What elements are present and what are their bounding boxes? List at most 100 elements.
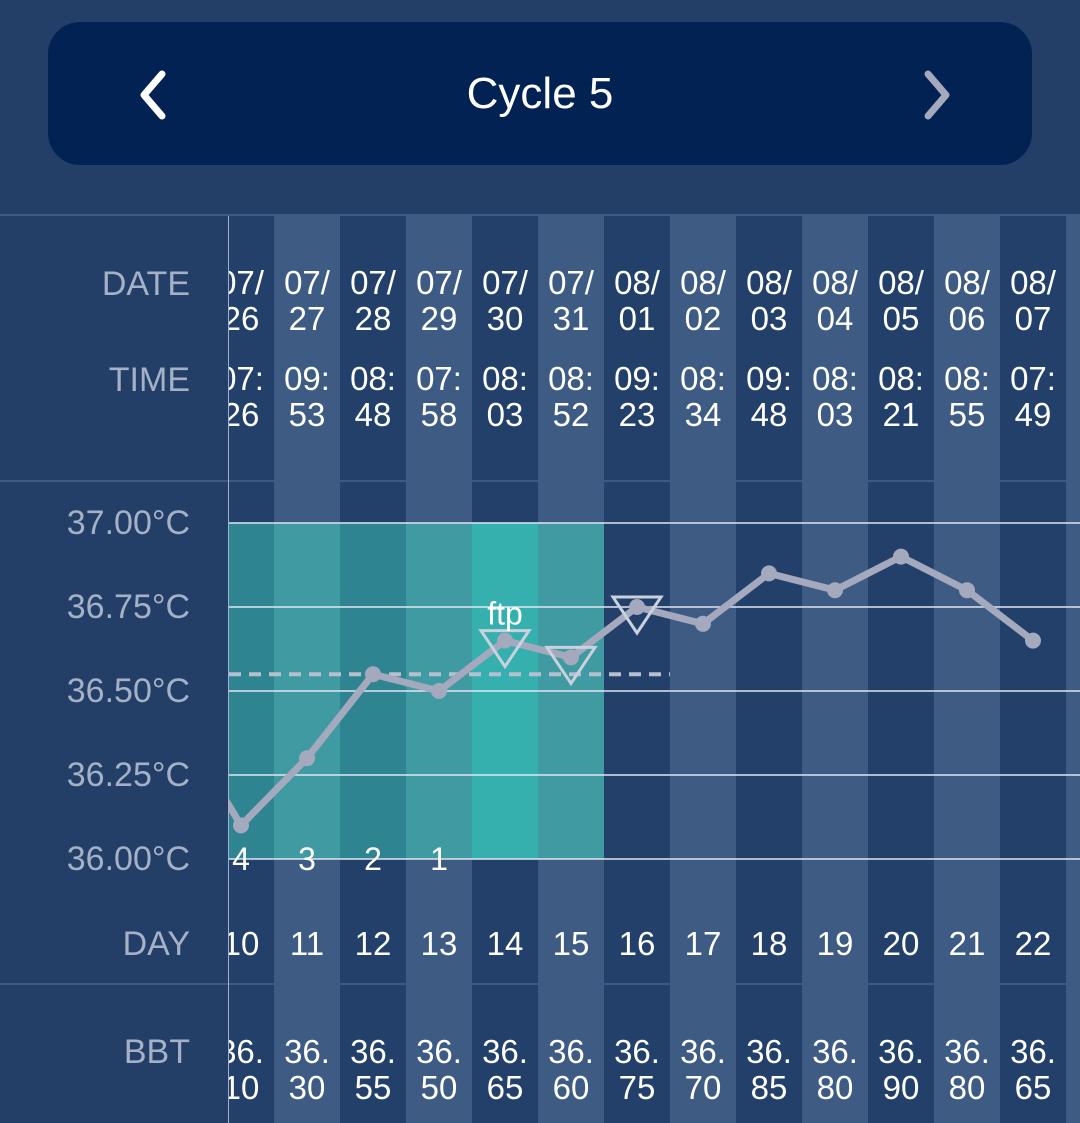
triangle-marker [610,595,664,636]
bbt-cell[interactable]: 36. 85 [736,1034,802,1106]
day-cell[interactable]: 14 [472,926,538,962]
day-cell[interactable]: 22 [1000,926,1066,962]
bbt-cell[interactable]: 36. 75 [604,1034,670,1106]
date-cell-bottom: 27 [288,300,326,337]
date-cell-top: 08/ [1010,264,1056,301]
day-cell[interactable]: 11 [274,926,340,962]
bbt-cell[interactable]: 36. 80 [802,1034,868,1106]
day-cell-top: 12 [354,925,392,962]
date-cell[interactable]: 08/04 [802,265,868,337]
bbt-chart: 4 3 2 1 ftp [229,522,1080,877]
time-cell[interactable]: 09: 48 [736,361,802,433]
date-cell[interactable]: 07/29 [406,265,472,337]
time-cell-bottom: 34 [684,396,722,433]
bbt-cell[interactable]: 36. 60 [538,1034,604,1106]
time-cell[interactable]: 09: 23 [604,361,670,433]
date-cell-bottom: 02 [684,300,722,337]
bbt-cell-top: 36. [416,1033,462,1070]
date-cell-top: 07/ [284,264,330,301]
day-cell[interactable]: 21 [934,926,1000,962]
day-cell-top: 16 [618,925,656,962]
y-axis-label: 36.00°C [66,840,190,878]
divider-top [0,214,1080,216]
day-cell[interactable]: 17 [670,926,736,962]
left-axis-line [228,216,229,1123]
time-cell[interactable]: 08: 03 [472,361,538,433]
row-label-time: TIME [108,361,190,399]
date-cell-top: 07/ [548,264,594,301]
date-cell-top: 08/ [746,264,792,301]
time-cell-top: 09: [614,360,660,397]
day-cell[interactable]: 19 [802,926,868,962]
bbt-cell[interactable]: 36. 80 [934,1034,1000,1106]
date-cell[interactable]: 0 [1066,265,1080,301]
day-cell-top: 15 [552,925,590,962]
date-cell-top: 07/ [416,264,462,301]
triangle-marker [478,629,532,670]
time-cell[interactable]: 08: 03 [802,361,868,433]
day-cell[interactable]: 16 [604,926,670,962]
date-cell[interactable]: 07/31 [538,265,604,337]
bbt-cell[interactable]: 36. 70 [670,1034,736,1106]
time-cell-top: 07: [1010,360,1056,397]
time-cell-top: 09: [746,360,792,397]
next-cycle-button[interactable] [906,64,966,124]
date-cell[interactable]: 07/28 [340,265,406,337]
time-cell[interactable]: 08: 55 [934,361,1000,433]
day-cell[interactable]: 15 [538,926,604,962]
column-stripe [670,216,736,1123]
bbt-cell-top: 36. [548,1033,594,1070]
annotation-label: ftp [487,596,523,632]
date-cell[interactable]: 08/06 [934,265,1000,337]
y-axis-label: 36.75°C [66,588,190,626]
day-cell[interactable]: 20 [868,926,934,962]
countdown-label: 4 [232,841,250,877]
time-cell[interactable]: 09: 53 [274,361,340,433]
time-cell[interactable]: 08: 48 [340,361,406,433]
bbt-cell-top: 36. [746,1033,792,1070]
time-cell-top: 09: [284,360,330,397]
cycle-header: Cycle 5 [48,22,1032,165]
data-point [827,582,843,599]
date-cell-bottom: 01 [618,300,656,337]
bbt-cell-top: 36. [1010,1033,1056,1070]
time-cell[interactable]: 08: 21 [868,361,934,433]
day-cell[interactable]: 10 [229,926,274,962]
bbt-cell[interactable]: 36. 65 [1000,1034,1066,1106]
date-cell[interactable]: 08/07 [1000,265,1066,337]
date-cell-top: 08/ [878,264,924,301]
bbt-cell[interactable]: 36.10 [229,1034,274,1106]
bbt-cell[interactable]: 36. 30 [274,1034,340,1106]
prev-cycle-button[interactable] [124,64,184,124]
day-cell[interactable]: 18 [736,926,802,962]
date-cell-top: 08/ [680,264,726,301]
time-cell-bottom: 49 [1014,396,1052,433]
time-cell-bottom: 48 [750,396,788,433]
day-cell[interactable]: 13 [406,926,472,962]
day-cell-top: 19 [816,925,854,962]
bbt-cell[interactable]: 36. 50 [406,1034,472,1106]
data-point [629,599,645,615]
day-cell[interactable]: 12 [340,926,406,962]
day-cell-top: 13 [420,925,458,962]
date-cell[interactable]: 07/30 [472,265,538,337]
bbt-cell[interactable]: 36. 65 [472,1034,538,1106]
time-cell[interactable]: 07:26 [229,361,274,433]
bbt-cell[interactable]: 36. 55 [340,1034,406,1106]
time-cell[interactable]: 07: 58 [406,361,472,433]
cycle-title: Cycle 5 [466,69,614,118]
y-axis-label: 36.25°C [66,756,190,794]
time-cell[interactable]: 08: 52 [538,361,604,433]
date-cell[interactable]: 07/26 [229,265,274,337]
bbt-cell[interactable]: 36. 90 [868,1034,934,1106]
time-cell-bottom: 21 [882,396,920,433]
date-cell[interactable]: 08/02 [670,265,736,337]
time-cell[interactable]: 07: 49 [1000,361,1066,433]
date-cell[interactable]: 08/03 [736,265,802,337]
date-cell[interactable]: 08/05 [868,265,934,337]
date-cell[interactable]: 07/27 [274,265,340,337]
time-cell-top: 07: [416,360,462,397]
date-cell[interactable]: 08/01 [604,265,670,337]
time-cell[interactable]: 08: 34 [670,361,736,433]
chart-area[interactable]: 4 3 2 1 ftp [229,216,1080,1123]
